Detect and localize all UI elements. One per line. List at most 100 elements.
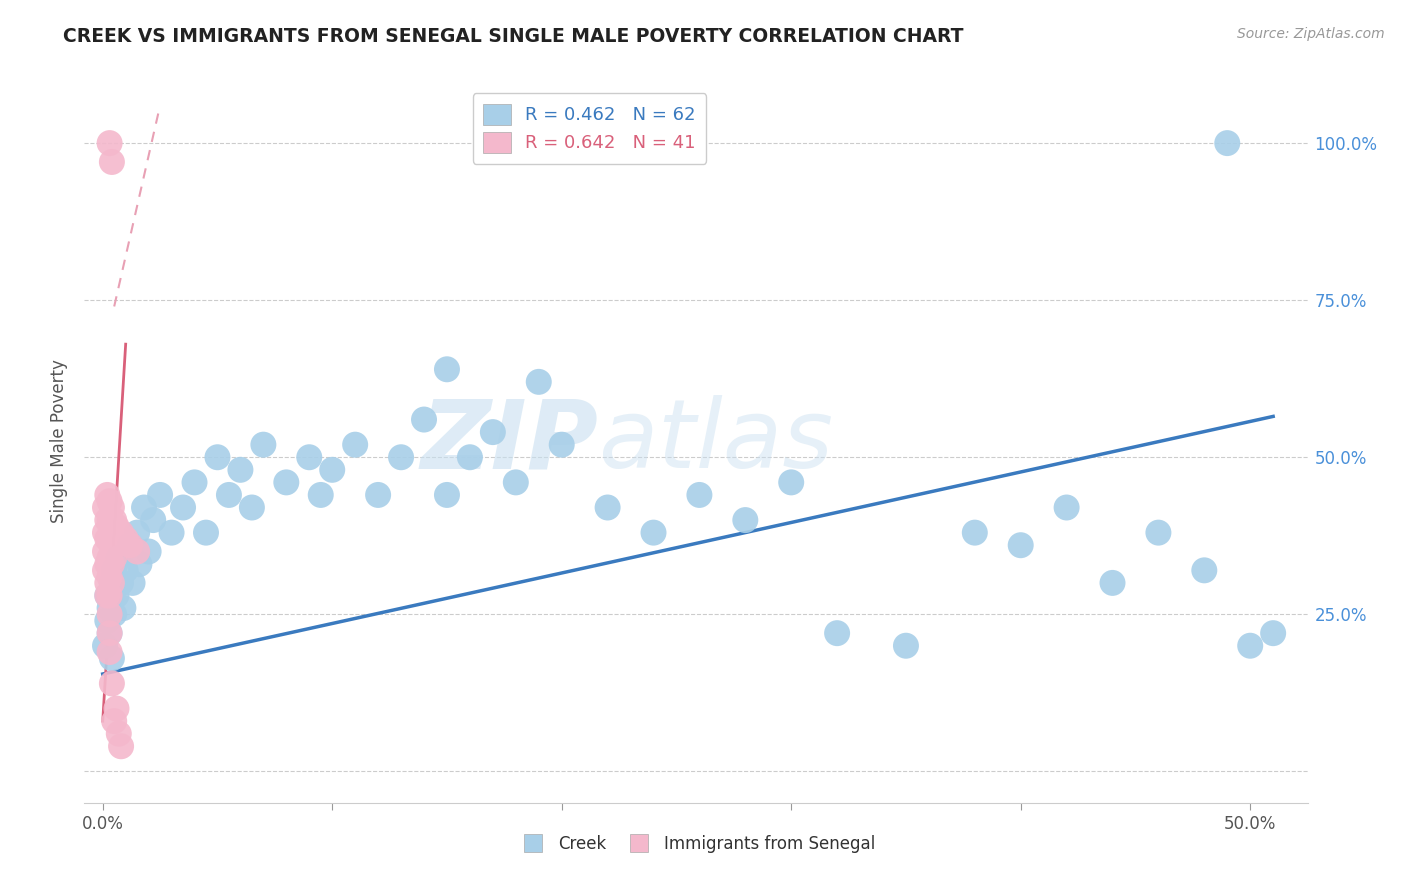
Point bbox=[138, 544, 160, 558]
Point bbox=[103, 714, 125, 728]
Point bbox=[98, 569, 121, 583]
Point bbox=[240, 500, 263, 515]
Point bbox=[96, 488, 118, 502]
Point bbox=[688, 488, 710, 502]
Point bbox=[321, 463, 343, 477]
Point bbox=[298, 450, 321, 465]
Point bbox=[94, 563, 117, 577]
Point bbox=[527, 375, 550, 389]
Text: CREEK VS IMMIGRANTS FROM SENEGAL SINGLE MALE POVERTY CORRELATION CHART: CREEK VS IMMIGRANTS FROM SENEGAL SINGLE … bbox=[63, 27, 963, 45]
Point bbox=[101, 575, 124, 590]
Point bbox=[207, 450, 229, 465]
Point bbox=[112, 601, 135, 615]
Point bbox=[98, 589, 121, 603]
Point bbox=[276, 475, 298, 490]
Point bbox=[96, 532, 118, 546]
Point bbox=[98, 626, 121, 640]
Point bbox=[101, 575, 124, 590]
Y-axis label: Single Male Poverty: Single Male Poverty bbox=[51, 359, 69, 524]
Point bbox=[103, 563, 125, 577]
Point bbox=[132, 500, 155, 515]
Point bbox=[1194, 563, 1216, 577]
Point bbox=[110, 525, 132, 540]
Point bbox=[105, 538, 128, 552]
Point bbox=[107, 550, 129, 565]
Point bbox=[389, 450, 412, 465]
Point bbox=[96, 513, 118, 527]
Point bbox=[643, 525, 665, 540]
Point bbox=[103, 532, 125, 546]
Point bbox=[183, 475, 205, 490]
Point bbox=[195, 525, 218, 540]
Point bbox=[114, 563, 136, 577]
Point bbox=[120, 538, 142, 552]
Point bbox=[1056, 500, 1078, 515]
Text: ZIP: ZIP bbox=[420, 395, 598, 488]
Point bbox=[96, 557, 118, 571]
Point bbox=[98, 601, 121, 615]
Point bbox=[114, 532, 136, 546]
Text: atlas: atlas bbox=[598, 395, 834, 488]
Point bbox=[1263, 626, 1285, 640]
Point bbox=[105, 519, 128, 533]
Text: Source: ZipAtlas.com: Source: ZipAtlas.com bbox=[1237, 27, 1385, 41]
Point bbox=[94, 525, 117, 540]
Point bbox=[482, 425, 505, 439]
Point bbox=[142, 513, 165, 527]
Point bbox=[101, 557, 124, 571]
Point bbox=[120, 538, 142, 552]
Point bbox=[110, 575, 132, 590]
Point bbox=[344, 438, 367, 452]
Point bbox=[103, 513, 125, 527]
Point bbox=[894, 639, 917, 653]
Point bbox=[1147, 525, 1170, 540]
Point bbox=[1239, 639, 1261, 653]
Point bbox=[367, 488, 389, 502]
Point bbox=[1010, 538, 1032, 552]
Point bbox=[98, 513, 121, 527]
Point bbox=[101, 155, 124, 169]
Point bbox=[96, 589, 118, 603]
Point bbox=[94, 544, 117, 558]
Point bbox=[101, 538, 124, 552]
Point bbox=[252, 438, 274, 452]
Point bbox=[963, 525, 986, 540]
Point bbox=[101, 519, 124, 533]
Point bbox=[98, 607, 121, 622]
Point bbox=[1101, 575, 1123, 590]
Point bbox=[103, 607, 125, 622]
Point bbox=[436, 488, 458, 502]
Point bbox=[107, 727, 129, 741]
Legend: Creek, Immigrants from Senegal: Creek, Immigrants from Senegal bbox=[509, 828, 883, 860]
Point bbox=[309, 488, 332, 502]
Point bbox=[229, 463, 252, 477]
Point bbox=[127, 544, 149, 558]
Point bbox=[98, 626, 121, 640]
Point bbox=[110, 739, 132, 754]
Point bbox=[160, 525, 183, 540]
Point bbox=[103, 550, 125, 565]
Point bbox=[101, 651, 124, 665]
Point bbox=[98, 136, 121, 150]
Point bbox=[101, 500, 124, 515]
Point bbox=[105, 701, 128, 715]
Point bbox=[98, 550, 121, 565]
Point bbox=[458, 450, 481, 465]
Point bbox=[780, 475, 803, 490]
Point bbox=[94, 639, 117, 653]
Point bbox=[128, 557, 150, 571]
Point bbox=[96, 589, 118, 603]
Point bbox=[172, 500, 194, 515]
Point bbox=[98, 645, 121, 659]
Point bbox=[218, 488, 240, 502]
Point bbox=[505, 475, 527, 490]
Point bbox=[94, 500, 117, 515]
Point bbox=[101, 676, 124, 690]
Point bbox=[596, 500, 619, 515]
Point bbox=[825, 626, 848, 640]
Point bbox=[96, 575, 118, 590]
Point bbox=[551, 438, 574, 452]
Point bbox=[734, 513, 756, 527]
Point bbox=[98, 494, 121, 508]
Point bbox=[127, 525, 149, 540]
